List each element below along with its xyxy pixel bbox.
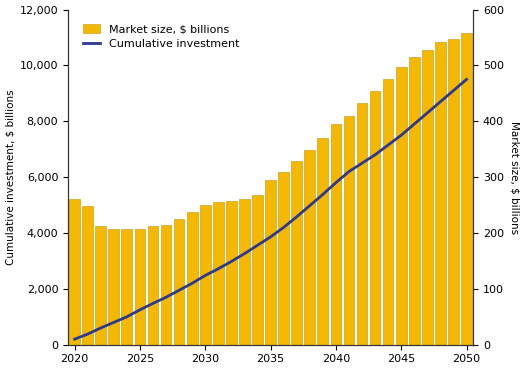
Cumulative investment — [385, 143, 391, 147]
Cumulative investment — [450, 88, 457, 93]
Cumulative investment — [124, 314, 130, 319]
Bar — [134, 229, 145, 345]
Legend: Market size, $ billions, Cumulative investment: Market size, $ billions, Cumulative inve… — [78, 18, 245, 54]
Cumulative investment — [280, 225, 287, 230]
Cumulative investment — [163, 295, 169, 299]
Bar — [96, 226, 106, 345]
Cumulative investment — [150, 301, 156, 306]
Cumulative investment — [98, 326, 104, 330]
Cumulative investment — [411, 122, 417, 126]
Bar — [226, 201, 237, 345]
Bar — [161, 225, 171, 345]
Bar — [461, 33, 472, 345]
Cumulative investment — [333, 181, 339, 185]
Bar — [435, 42, 446, 345]
Cumulative investment — [242, 252, 248, 256]
Bar — [82, 206, 93, 345]
Cumulative investment — [320, 192, 326, 197]
Cumulative investment — [254, 243, 260, 248]
Bar — [69, 199, 80, 345]
Cumulative investment — [424, 111, 430, 115]
Bar — [187, 212, 197, 345]
Bar — [239, 199, 250, 345]
Cumulative investment — [437, 100, 444, 104]
Bar — [356, 103, 368, 345]
Bar — [448, 38, 459, 345]
Bar — [200, 205, 211, 345]
Cumulative investment — [137, 307, 143, 312]
Bar — [265, 180, 276, 345]
Cumulative investment — [267, 235, 274, 239]
Bar — [278, 172, 289, 345]
Y-axis label: Cumulative investment, $ billions: Cumulative investment, $ billions — [6, 89, 16, 265]
Cumulative investment — [359, 161, 365, 165]
Bar — [409, 57, 419, 345]
Cumulative investment — [372, 152, 378, 157]
Bar — [422, 50, 433, 345]
Bar — [213, 202, 224, 345]
Line: Cumulative investment: Cumulative investment — [75, 80, 467, 339]
Bar — [291, 161, 302, 345]
Cumulative investment — [228, 259, 235, 264]
Cumulative investment — [464, 77, 470, 82]
Bar — [370, 91, 381, 345]
Bar — [148, 226, 159, 345]
Bar — [121, 229, 132, 345]
Cumulative investment — [71, 337, 78, 342]
Bar — [343, 116, 354, 345]
Cumulative investment — [346, 169, 352, 174]
Cumulative investment — [202, 273, 208, 278]
Cumulative investment — [293, 215, 300, 219]
Bar — [304, 150, 315, 345]
Bar — [383, 80, 393, 345]
Bar — [174, 219, 184, 345]
Bar — [396, 67, 406, 345]
Cumulative investment — [85, 332, 91, 336]
Bar — [109, 229, 119, 345]
Bar — [318, 138, 328, 345]
Cumulative investment — [189, 281, 195, 286]
Cumulative investment — [215, 266, 222, 271]
Cumulative investment — [176, 288, 182, 292]
Bar — [252, 195, 263, 345]
Bar — [331, 124, 341, 345]
Cumulative investment — [398, 133, 404, 138]
Cumulative investment — [111, 320, 117, 324]
Cumulative investment — [307, 204, 313, 208]
Y-axis label: Market size, $ billions: Market size, $ billions — [509, 121, 519, 234]
